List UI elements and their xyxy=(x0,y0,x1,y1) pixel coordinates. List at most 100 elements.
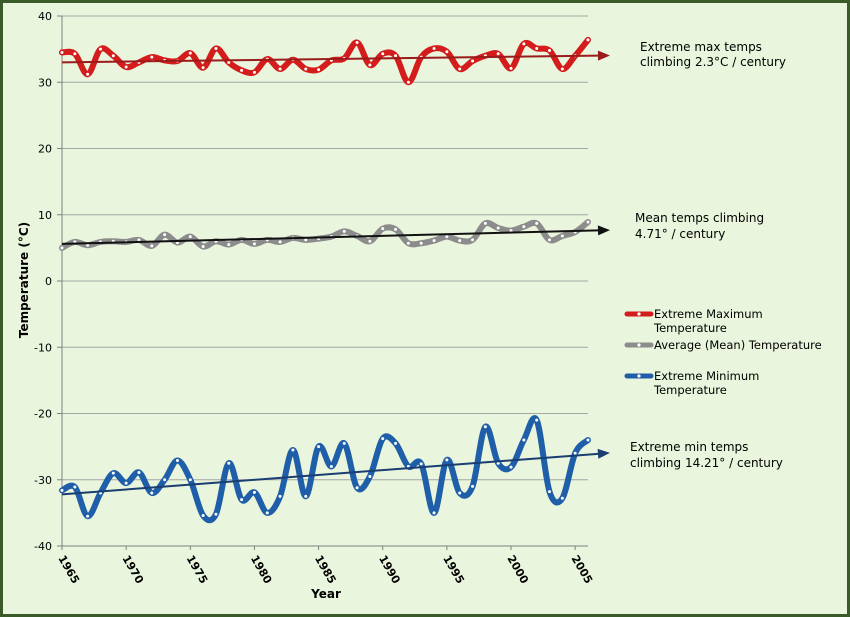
legend-marker-max xyxy=(637,312,641,316)
trendline-min xyxy=(61,452,599,496)
data-point xyxy=(432,511,436,515)
data-point xyxy=(573,451,577,455)
data-point xyxy=(137,470,141,474)
data-point xyxy=(509,229,513,233)
data-point xyxy=(496,52,500,56)
data-point xyxy=(342,229,346,233)
data-point xyxy=(496,461,500,465)
data-point xyxy=(86,514,90,518)
data-point xyxy=(394,441,398,445)
data-point xyxy=(471,484,475,488)
annotation-min-line2: climbing 14.21° / century xyxy=(630,456,783,470)
annotation-mean: Mean temps climbing 4.71° / century xyxy=(635,211,764,241)
data-point xyxy=(227,461,231,465)
axes xyxy=(57,15,588,550)
data-point xyxy=(240,498,244,502)
data-point xyxy=(368,239,372,243)
data-point xyxy=(98,47,102,51)
data-point xyxy=(458,67,462,71)
data-point xyxy=(201,514,205,518)
y-axis-label: Temperature (°C) xyxy=(17,222,31,338)
data-point xyxy=(137,238,141,242)
trendline-min-arrowhead xyxy=(597,448,610,459)
data-point xyxy=(445,458,449,462)
legend: Extreme Maximum Temperature Average (Mea… xyxy=(624,307,822,397)
data-point xyxy=(150,55,154,59)
data-point xyxy=(548,238,552,242)
data-point xyxy=(214,512,218,516)
data-point xyxy=(535,46,539,50)
data-point xyxy=(406,241,410,245)
trendline-max xyxy=(61,54,599,64)
data-point xyxy=(175,459,179,463)
data-point xyxy=(252,242,256,246)
data-point xyxy=(355,41,359,44)
data-point xyxy=(483,221,487,225)
data-point xyxy=(368,63,372,67)
x-axis-label: Year xyxy=(310,587,341,601)
data-point xyxy=(304,494,308,498)
legend-marker-min xyxy=(637,374,641,378)
legend-label-min-line2: Temperature xyxy=(653,383,727,397)
data-point xyxy=(73,52,77,56)
data-point xyxy=(163,233,167,237)
grid-lines xyxy=(62,15,588,481)
data-point xyxy=(188,51,192,55)
data-point xyxy=(560,67,564,71)
series-extreme-min xyxy=(59,415,591,524)
data-point xyxy=(355,486,359,490)
data-point xyxy=(458,491,462,495)
data-point xyxy=(419,241,423,245)
data-point xyxy=(188,478,192,482)
trendline-mean xyxy=(61,229,599,245)
data-point xyxy=(60,50,64,54)
legend-label-max-line1: Extreme Maximum xyxy=(654,307,763,321)
data-point xyxy=(419,462,423,466)
annotation-min: Extreme min temps climbing 14.21° / cent… xyxy=(630,440,783,470)
data-point xyxy=(227,60,231,64)
y-tick-label: -30 xyxy=(34,474,52,487)
data-point xyxy=(111,471,115,475)
trendline-max-arrowhead xyxy=(597,50,610,61)
legend-item-mean: Average (Mean) Temperature xyxy=(624,338,822,352)
data-point xyxy=(560,496,564,500)
data-point xyxy=(496,226,500,230)
data-point xyxy=(150,491,154,495)
data-point xyxy=(560,234,564,238)
data-point xyxy=(342,441,346,445)
data-point xyxy=(394,227,398,231)
data-point xyxy=(252,490,256,494)
data-point xyxy=(535,221,539,225)
data-point xyxy=(522,438,526,442)
data-point xyxy=(214,46,218,50)
data-point xyxy=(124,65,128,69)
data-point xyxy=(317,445,321,449)
legend-label-max-line2: Temperature xyxy=(653,321,727,335)
data-point xyxy=(124,481,128,485)
data-point xyxy=(586,438,590,442)
data-point xyxy=(394,54,398,58)
data-point xyxy=(201,66,205,70)
data-point xyxy=(432,239,436,243)
data-point xyxy=(471,238,475,242)
y-tick-label: -40 xyxy=(34,540,52,553)
data-point xyxy=(509,66,513,70)
data-point xyxy=(150,244,154,248)
data-point xyxy=(317,68,321,72)
data-point xyxy=(509,465,513,469)
y-tick-label: 30 xyxy=(38,76,52,89)
y-tick-label: -20 xyxy=(34,408,52,421)
data-point xyxy=(458,239,462,243)
data-point xyxy=(548,490,552,494)
data-point xyxy=(163,478,167,482)
data-point xyxy=(471,59,475,63)
data-point xyxy=(483,425,487,429)
data-point xyxy=(201,245,205,249)
data-point xyxy=(406,80,410,84)
annotation-max-line1: Extreme max temps xyxy=(640,40,762,54)
y-tick-label: 10 xyxy=(38,209,52,222)
data-point xyxy=(586,220,590,224)
data-point xyxy=(304,238,308,242)
data-point xyxy=(304,67,308,71)
